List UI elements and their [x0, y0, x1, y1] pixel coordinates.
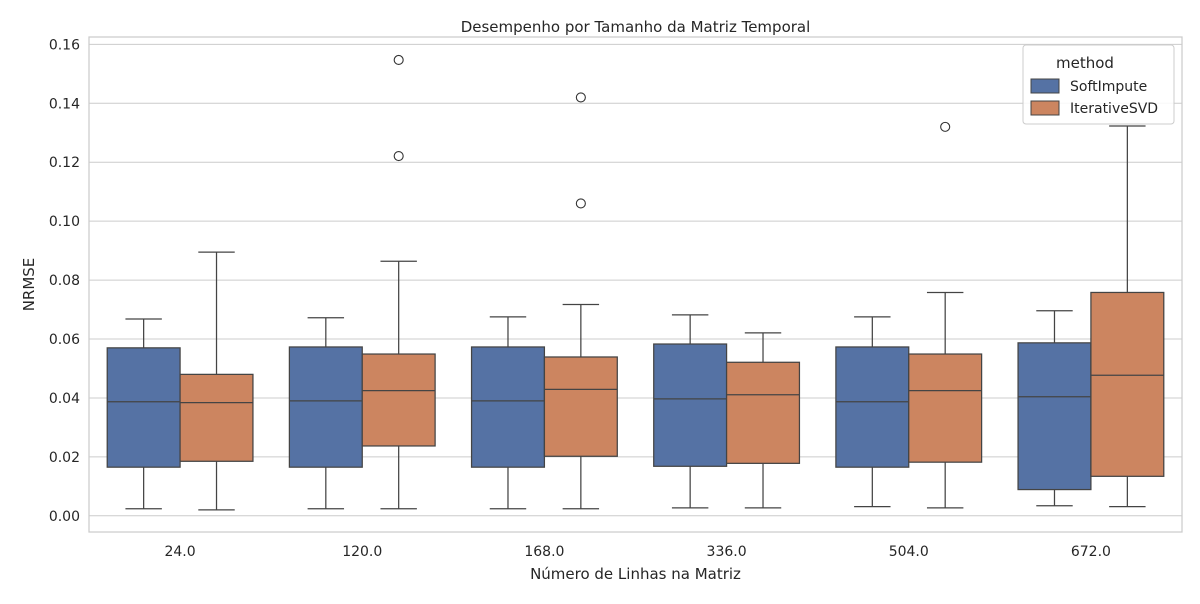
box-softimpute-336.0 — [653, 314, 728, 509]
legend-swatch-iterativesvd — [1030, 100, 1060, 116]
outlier-point — [393, 150, 404, 162]
x-tick-label: 336.0 — [707, 544, 747, 560]
x-tick-label: 120.0 — [342, 544, 382, 560]
box-iqr — [653, 343, 728, 467]
y-axis-ticks: 0.00 0.02 0.04 0.06 0.08 0.10 0.12 0.14 0.16 — [49, 37, 80, 524]
outlier-point — [940, 121, 951, 132]
legend-frame — [1022, 44, 1175, 125]
box-softimpute-24.0 — [106, 318, 181, 510]
legend-swatch-softimpute — [1030, 78, 1060, 94]
box-iterativesvd-672.0 — [1090, 125, 1165, 508]
box-iqr — [543, 356, 618, 457]
outlier-point — [575, 92, 586, 103]
box-iqr — [908, 353, 983, 463]
box-iqr — [179, 373, 254, 462]
x-tick-label: 672.0 — [1071, 544, 1111, 560]
box-iqr — [361, 353, 436, 447]
x-tick-label: 504.0 — [889, 544, 929, 560]
y-axis-label: NRMSE — [20, 258, 38, 312]
box-iqr — [835, 346, 910, 468]
box-softimpute-120.0 — [288, 317, 363, 510]
box-iterativesvd-504.0 — [908, 121, 983, 509]
legend-label-softimpute: SoftImpute — [1070, 79, 1147, 95]
y-tick-label: 0.06 — [49, 332, 80, 348]
box-iqr — [1017, 342, 1092, 491]
y-tick-label: 0.14 — [49, 96, 80, 112]
box-series — [106, 54, 1165, 511]
plot-area — [89, 37, 1182, 532]
box-iterativesvd-336.0 — [725, 332, 801, 509]
y-tick-label: 0.04 — [49, 391, 80, 407]
x-axis-ticks: 24.0 120.0 168.0 336.0 504.0 672.0 — [164, 544, 1110, 560]
y-tick-label: 0.16 — [49, 37, 80, 53]
box-iqr — [288, 346, 363, 468]
box-iterativesvd-24.0 — [179, 251, 254, 511]
y-tick-label: 0.02 — [49, 450, 80, 466]
grid — [89, 43, 1182, 517]
legend-title: method — [1056, 54, 1114, 72]
chart-title: Desempenho por Tamanho da Matriz Tempora… — [461, 18, 811, 36]
outlier-point — [575, 198, 586, 209]
box-iqr — [470, 346, 546, 468]
box-iqr — [725, 361, 801, 464]
box-iqr — [1090, 291, 1165, 477]
y-tick-label: 0.00 — [49, 509, 80, 525]
y-tick-label: 0.10 — [49, 214, 80, 230]
plot-frame — [88, 36, 1183, 533]
x-tick-label: 24.0 — [164, 544, 195, 560]
legend-label-iterativesvd: IterativeSVD — [1070, 101, 1158, 117]
x-axis-label: Número de Linhas na Matriz — [530, 565, 741, 583]
y-tick-label: 0.08 — [49, 273, 80, 289]
x-tick-label: 168.0 — [524, 544, 564, 560]
y-tick-label: 0.12 — [49, 155, 80, 171]
outlier-point — [393, 54, 404, 66]
box-iqr — [106, 347, 181, 468]
box-softimpute-504.0 — [835, 316, 910, 508]
box-softimpute-168.0 — [470, 316, 546, 510]
box-iterativesvd-168.0 — [543, 92, 618, 510]
box-iterativesvd-120.0 — [361, 54, 436, 510]
legend: method SoftImpute IterativeSVD — [1022, 44, 1175, 125]
